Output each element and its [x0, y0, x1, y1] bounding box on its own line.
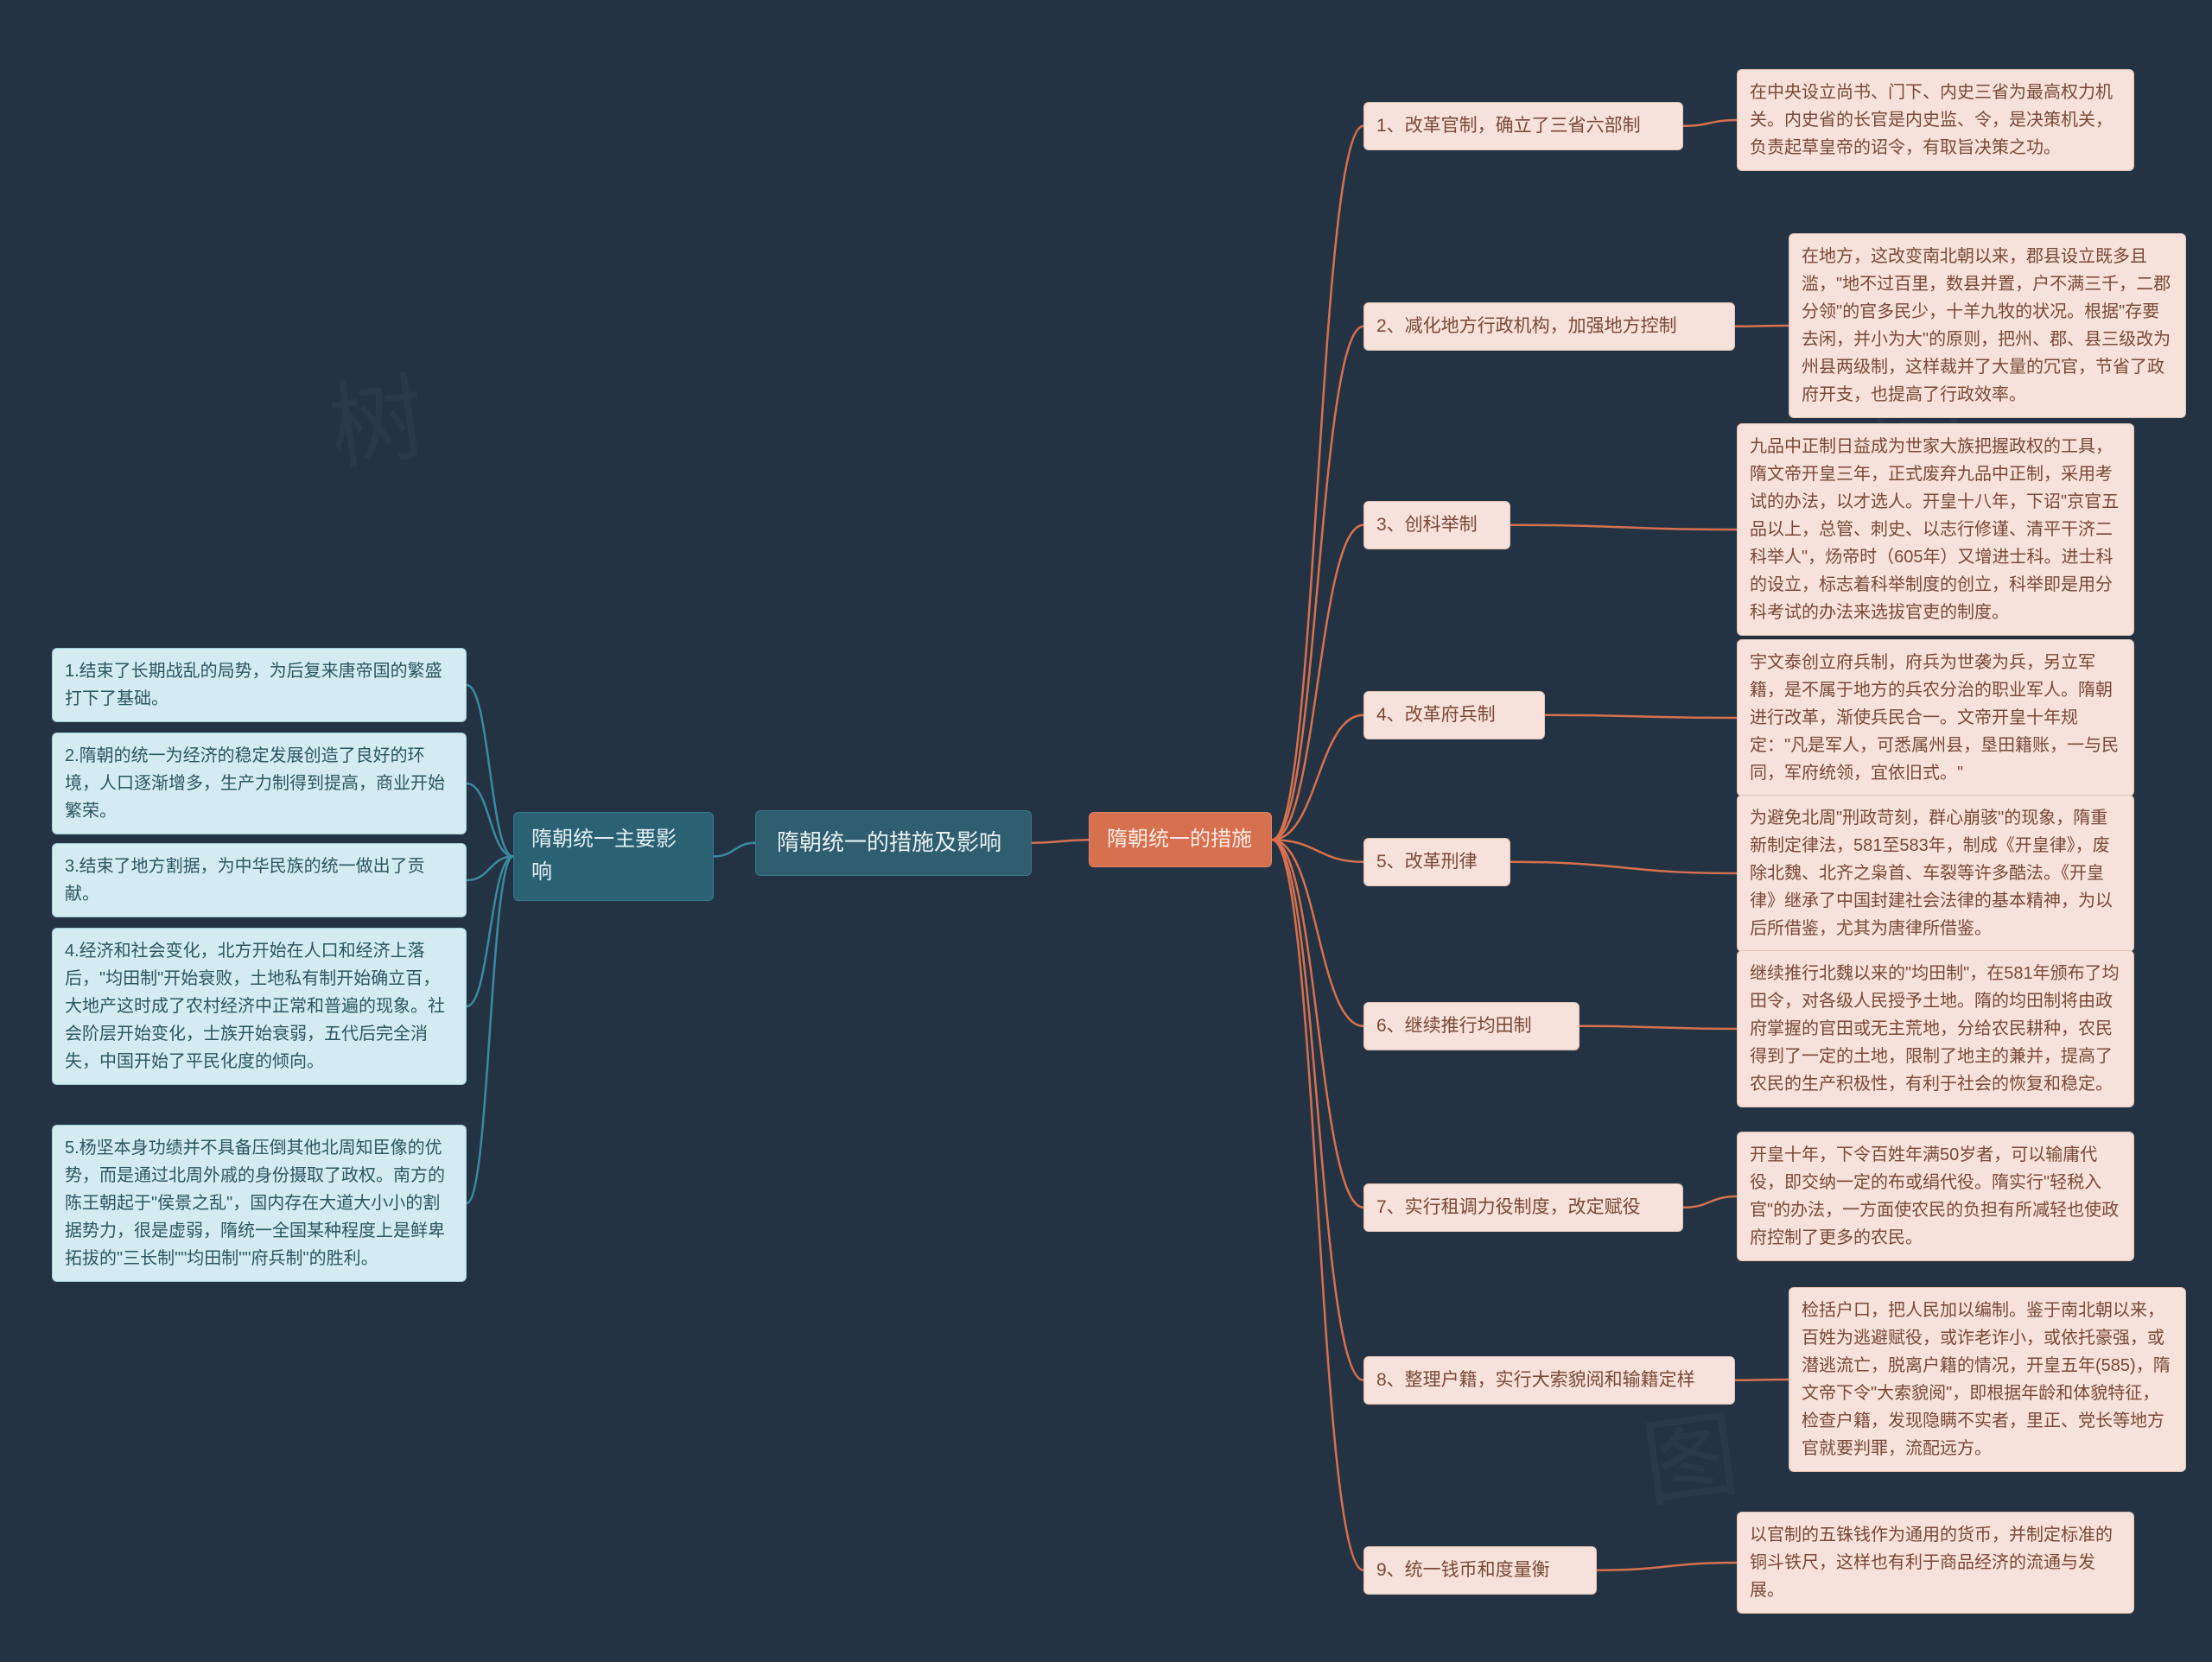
right-desc-9[interactable]: 以官制的五铢钱作为通用的货币，并制定标准的铜斗铁尺，这样也有利于商品经济的流通与…: [1737, 1512, 2134, 1614]
right-desc-8[interactable]: 检括户口，把人民加以编制。鉴于南北朝以来，百姓为逃避赋役，或诈老诈小，或依托豪强…: [1789, 1287, 2186, 1472]
right-title-9[interactable]: 9、统一钱币和度量衡: [1363, 1546, 1597, 1595]
right-title-1[interactable]: 1、改革官制，确立了三省六部制: [1363, 102, 1683, 150]
left-item-4[interactable]: 4.经济和社会变化，北方开始在人口和经济上落后，"均田制"开始衰败，土地私有制开…: [52, 928, 467, 1085]
left-branch[interactable]: 隋朝统一主要影响: [513, 812, 714, 901]
right-desc-2[interactable]: 在地方，这改变南北朝以来，郡县设立既多且滥，"地不过百里，数县并置，户不满三千，…: [1789, 233, 2186, 418]
right-desc-5[interactable]: 为避免北周"刑政苛刻，群心崩骇"的现象，隋重新制定律法，581至583年，制成《…: [1737, 795, 2134, 952]
right-branch[interactable]: 隋朝统一的措施: [1089, 812, 1272, 867]
left-item-1[interactable]: 1.结束了长期战乱的局势，为后复来唐帝国的繁盛打下了基础。: [52, 648, 467, 722]
right-desc-7[interactable]: 开皇十年，下令百姓年满50岁者，可以输庸代役，即交纳一定的布或绢代役。隋实行"轻…: [1737, 1132, 2134, 1261]
right-desc-6[interactable]: 继续推行北魏以来的"均田制"，在581年颁布了均田令，对各级人民授予土地。隋的均…: [1737, 950, 2134, 1107]
right-title-4[interactable]: 4、改革府兵制: [1363, 691, 1545, 739]
left-item-3[interactable]: 3.结束了地方割据，为中华民族的统一做出了贡献。: [52, 843, 467, 917]
left-item-2[interactable]: 2.隋朝的统一为经济的稳定发展创造了良好的环境，人口逐渐增多，生产力制得到提高，…: [52, 733, 467, 834]
right-title-8[interactable]: 8、整理户籍，实行大索貌阅和输籍定样: [1363, 1356, 1735, 1405]
right-desc-1[interactable]: 在中央设立尚书、门下、内史三省为最高权力机关。内史省的长官是内史监、令，是决策机…: [1737, 69, 2134, 171]
right-title-7[interactable]: 7、实行租调力役制度，改定赋役: [1363, 1183, 1683, 1232]
right-desc-3[interactable]: 九品中正制日益成为世家大族把握政权的工具，隋文帝开皇三年，正式废弃九品中正制，采…: [1737, 423, 2134, 636]
right-title-5[interactable]: 5、改革刑律: [1363, 838, 1510, 886]
right-title-3[interactable]: 3、创科举制: [1363, 501, 1510, 549]
left-item-5[interactable]: 5.杨坚本身功绩并不具备压倒其他北周知臣像的优势，而是通过北周外戚的身份摄取了政…: [52, 1125, 467, 1282]
right-title-2[interactable]: 2、减化地方行政机构，加强地方控制: [1363, 302, 1735, 351]
root-node[interactable]: 隋朝统一的措施及影响: [755, 810, 1032, 876]
mindmap-canvas: 树 图 图 隋朝统一的措施及影响 隋朝统一主要影响 隋朝统一的措施 1.结束了长…: [0, 0, 2212, 1662]
right-desc-4[interactable]: 宇文泰创立府兵制，府兵为世袭为兵，另立军籍，是不属于地方的兵农分治的职业军人。隋…: [1737, 639, 2134, 796]
right-title-6[interactable]: 6、继续推行均田制: [1363, 1002, 1580, 1050]
